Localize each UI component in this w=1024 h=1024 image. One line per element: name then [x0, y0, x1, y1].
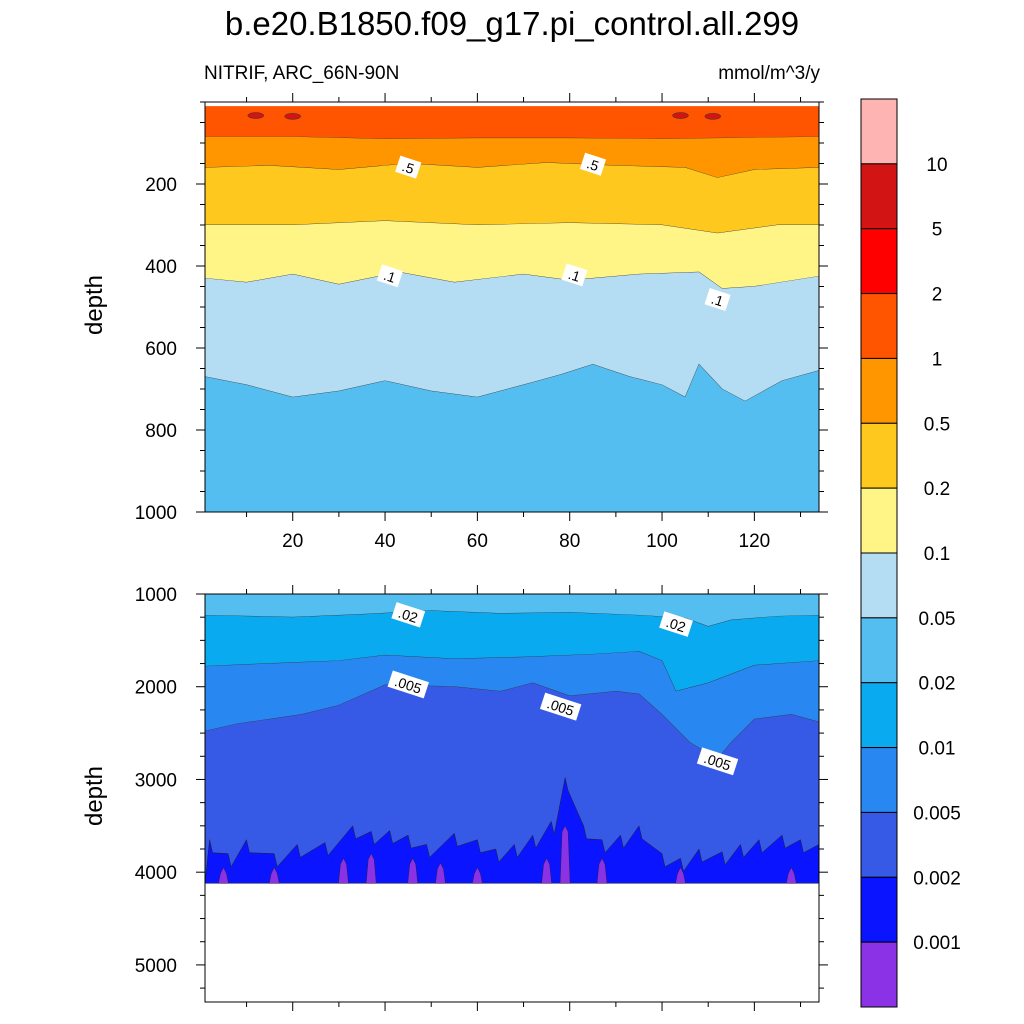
contour-spike-0.001-8	[559, 825, 571, 884]
contour-band-0	[205, 594, 819, 627]
colorbar-swatch	[860, 747, 898, 813]
y-tick-label: 2000	[135, 678, 177, 699]
colorbar-label: 10	[926, 155, 947, 176]
contour-label-2: .1	[376, 264, 403, 288]
colorbar-swatch	[860, 552, 898, 619]
contour-band-1	[205, 136, 819, 178]
colorbar-label: 2	[932, 285, 943, 306]
colorbar-swatch	[860, 876, 898, 943]
contour-label-text: .5	[585, 155, 601, 174]
contour-band-2	[205, 651, 819, 760]
contour-spike-0.001-4	[407, 857, 418, 884]
contour-label-4: .1	[704, 288, 731, 312]
contour-label-0: .5	[395, 155, 422, 179]
colorbar-swatch	[860, 357, 898, 424]
contour-label-text: .02	[664, 614, 688, 635]
contour-band-3	[205, 683, 819, 884]
contour-band-2	[205, 162, 819, 234]
contour-spike-0.001-6	[472, 867, 483, 884]
y-tick-label: 1000	[135, 585, 177, 606]
chart-title: b.e20.B1850.f09_g17.pi_control.all.299	[224, 5, 800, 42]
contour-blob-0	[284, 113, 301, 120]
colorbar-label: 5	[932, 220, 943, 241]
contour-band-0	[205, 106, 819, 139]
colorbar-swatch	[860, 617, 898, 684]
contour-blob-3	[247, 112, 265, 119]
x-tick-label: 80	[559, 531, 580, 552]
contour-band-0.002	[205, 777, 819, 884]
colorbar-swatch	[860, 163, 898, 230]
y-tick-label: 400	[145, 257, 177, 278]
x-tick-label: 120	[739, 531, 771, 552]
colorbar-swatch	[860, 228, 898, 295]
contour-spike-0.001-11	[786, 867, 797, 884]
colorbar-label: 0.02	[919, 674, 956, 695]
contour-label-text: .5	[400, 158, 416, 177]
contour-label-text: .02	[396, 605, 420, 626]
units-label: mmol/m^3/y	[718, 63, 820, 84]
panel-upper-plot: .5 .5 .1 .1 .1	[205, 106, 819, 512]
contour-spike-0.001-0	[218, 867, 229, 884]
contour-spike-0.001-9	[596, 857, 608, 884]
contour-label-1: .5	[579, 152, 607, 176]
colorbar-swatch	[860, 811, 898, 878]
colorbar-swatch	[860, 293, 898, 359]
colorbar-label: 0.005	[913, 803, 961, 824]
contour-label-0: .02	[391, 602, 426, 628]
panel-lower-plot: .02.02.005.005.005	[205, 594, 819, 884]
colorbar-label: 1	[932, 349, 943, 370]
contour-label-text: .1	[566, 266, 582, 285]
y-tick-label: 800	[145, 421, 177, 442]
y-tick-label: 4000	[135, 863, 177, 884]
contour-spike-0.001-7	[541, 857, 552, 884]
contour-label-3: .1	[561, 263, 588, 287]
colorbar-label: 0.1	[924, 544, 950, 565]
x-tick-label: 60	[467, 531, 488, 552]
colorbar-label: 0.01	[919, 739, 956, 760]
colorbar-swatch	[860, 487, 898, 554]
y-tick-label: 200	[145, 175, 177, 196]
contour-band-5	[205, 364, 819, 512]
contour-spike-0.001-2	[338, 857, 349, 884]
y-tick-label: 600	[145, 339, 177, 360]
colorbar-swatch	[860, 422, 898, 489]
contour-band-1	[205, 610, 819, 692]
contour-band-4	[205, 272, 819, 402]
colorbar-swatch	[860, 682, 898, 749]
colorbar-swatch	[860, 98, 898, 165]
x-tick-label: 40	[374, 531, 395, 552]
x-tick-label: 20	[282, 531, 303, 552]
contour-band-3	[205, 220, 819, 289]
colorbar-label: 0.001	[913, 933, 961, 954]
y-tick-label: 5000	[135, 956, 177, 977]
x-tick-label: 100	[646, 531, 678, 552]
contour-label-1: .02	[659, 611, 693, 637]
colorbar-label: 0.2	[924, 479, 950, 500]
contour-spike-0.001-1	[269, 867, 280, 884]
y-axis-label: depth	[81, 766, 108, 826]
colorbar: 10 5 2 1 0.5 0.2 0.1 0.05 0.02 0.01 0.005 0.002 0.00…	[860, 98, 961, 1008]
contour-spike-0.001-3	[365, 853, 377, 884]
contour-spike-0.001-10	[675, 867, 686, 884]
colorbar-label: 0.5	[924, 414, 950, 435]
contour-blob-1	[704, 113, 722, 120]
colorbar-swatch	[860, 941, 898, 1008]
y-axis-label: depth	[81, 275, 108, 335]
contour-label-text: .1	[382, 267, 398, 286]
variable-region-label: NITRIF, ARC_66N-90N	[204, 63, 400, 84]
y-tick-label: 1000	[135, 503, 177, 524]
colorbar-label: 0.05	[919, 609, 956, 630]
contour-label-text: .1	[709, 291, 725, 310]
y-tick-label: 3000	[135, 770, 177, 791]
colorbar-label: 0.002	[913, 868, 961, 889]
contour-spike-0.001-5	[435, 862, 446, 884]
contour-blob-2	[672, 112, 689, 119]
panel-lower-frame	[204, 593, 820, 1003]
